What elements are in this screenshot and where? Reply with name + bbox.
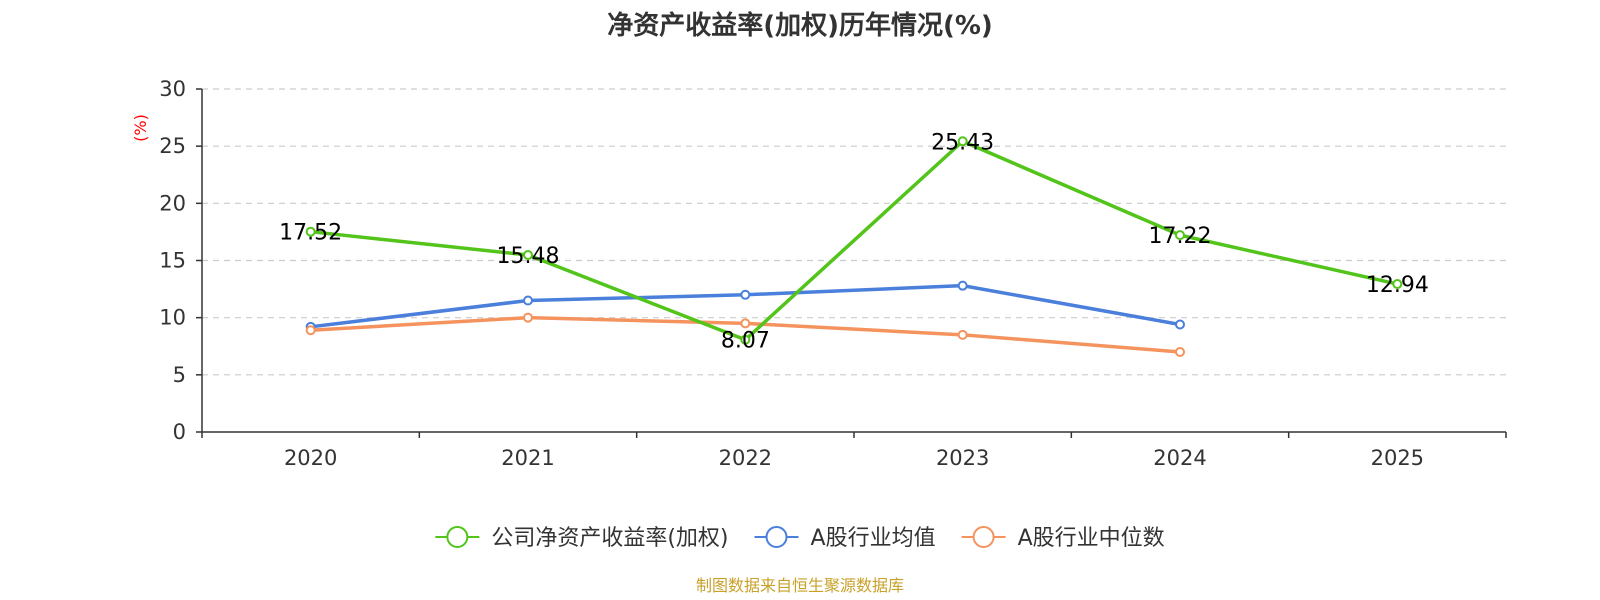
source-credit: 制图数据来自恒生聚源数据库 <box>696 576 904 595</box>
series-0 <box>305 136 1403 345</box>
series-2 <box>305 312 1185 357</box>
x-tick-label: 2025 <box>1371 446 1424 470</box>
y-axis-unit-label: (%) <box>131 114 150 142</box>
data-point[interactable] <box>523 312 533 323</box>
series-lines <box>305 136 1403 357</box>
legend-label: 公司净资产收益率(加权) <box>491 526 728 551</box>
x-tick-label: 2021 <box>501 446 554 470</box>
chart-title: 净资产收益率(加权)历年情况(%) <box>607 10 993 41</box>
data-point[interactable] <box>957 329 968 340</box>
data-label: 17.22 <box>1149 224 1212 249</box>
y-tick-label: 5 <box>173 363 186 387</box>
legend[interactable]: 公司净资产收益率(加权) A股行业均值 A股行业中位数 <box>435 526 1165 551</box>
legend-marker-icon <box>972 526 995 548</box>
data-point[interactable] <box>305 226 316 237</box>
x-tick-label: 2023 <box>936 446 989 470</box>
data-point[interactable] <box>523 250 533 261</box>
data-point[interactable] <box>1175 230 1185 241</box>
legend-marker-icon <box>446 526 469 548</box>
y-tick-label: 20 <box>159 191 186 215</box>
y-tick-label: 30 <box>159 77 186 101</box>
series-line <box>310 139 1398 342</box>
legend-item-2[interactable]: A股行业中位数 <box>961 526 1165 551</box>
legend-label: A股行业均值 <box>811 526 936 551</box>
legend-label: A股行业中位数 <box>1018 526 1165 551</box>
legend-item-0[interactable]: 公司净资产收益率(加权) <box>435 526 729 551</box>
data-point[interactable] <box>740 289 751 300</box>
data-point[interactable] <box>957 136 968 147</box>
legend-item-1[interactable]: A股行业均值 <box>754 526 936 551</box>
data-label: 12.94 <box>1366 273 1429 298</box>
y-tick-label: 10 <box>159 306 186 330</box>
data-label: 8.07 <box>721 329 770 354</box>
data-labels: 17.52 15.48 8.07 25.43 17.22 12.94 <box>279 130 1429 353</box>
data-point[interactable] <box>1175 346 1185 357</box>
x-tick-label: 2022 <box>719 446 772 470</box>
y-tick-label: 0 <box>173 420 186 444</box>
data-point[interactable] <box>1175 319 1185 330</box>
data-point[interactable] <box>740 318 751 329</box>
data-point[interactable] <box>523 295 533 306</box>
data-point[interactable] <box>1392 279 1403 290</box>
y-tick-label: 15 <box>159 249 186 273</box>
data-point[interactable] <box>957 280 968 291</box>
x-tick-label: 2020 <box>284 446 337 470</box>
data-label: 15.48 <box>497 244 560 269</box>
x-tick-label: 2024 <box>1153 446 1206 470</box>
grid-lines <box>202 88 1506 376</box>
data-point[interactable] <box>740 334 751 345</box>
y-tick-label: 25 <box>159 134 186 158</box>
data-label: 25.43 <box>931 130 994 155</box>
data-point[interactable] <box>305 325 316 336</box>
data-label: 17.52 <box>279 221 342 246</box>
legend-marker-icon <box>765 526 788 548</box>
